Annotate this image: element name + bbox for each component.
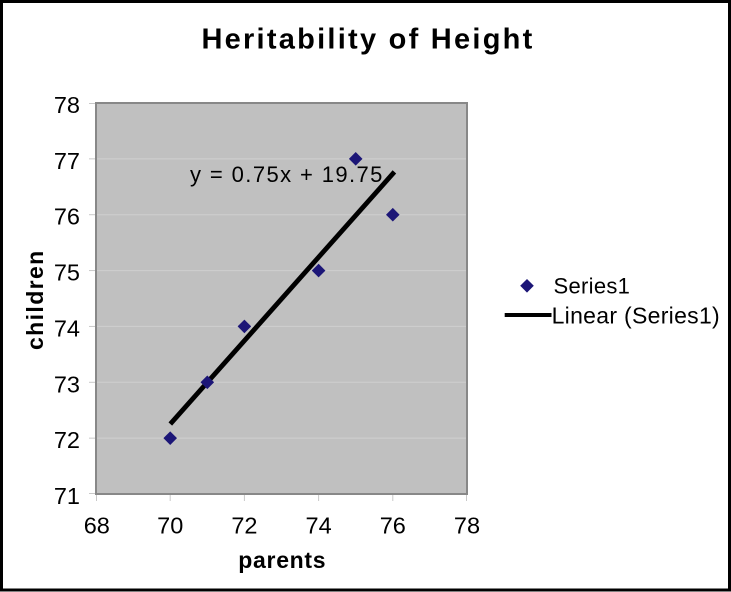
svg-text:74: 74 [306,512,332,538]
svg-text:children: children [22,249,48,350]
svg-text:68: 68 [84,512,110,538]
svg-text:76: 76 [54,204,80,230]
svg-text:78: 78 [454,512,480,538]
svg-text:77: 77 [54,148,80,174]
svg-text:74: 74 [54,315,80,341]
svg-text:y = 0.75x + 19.75: y = 0.75x + 19.75 [190,162,384,187]
svg-text:76: 76 [380,512,406,538]
svg-text:78: 78 [54,92,80,118]
svg-text:72: 72 [231,512,257,538]
svg-text:70: 70 [157,512,183,538]
svg-text:Linear (Series1): Linear (Series1) [552,302,720,328]
svg-text:71: 71 [54,483,80,509]
svg-text:parents: parents [238,547,326,573]
svg-text:Series1: Series1 [554,274,631,299]
svg-text:Heritability of Height: Heritability of Height [201,24,534,56]
svg-text:72: 72 [54,427,80,453]
svg-text:73: 73 [54,371,80,397]
svg-text:75: 75 [54,260,80,286]
